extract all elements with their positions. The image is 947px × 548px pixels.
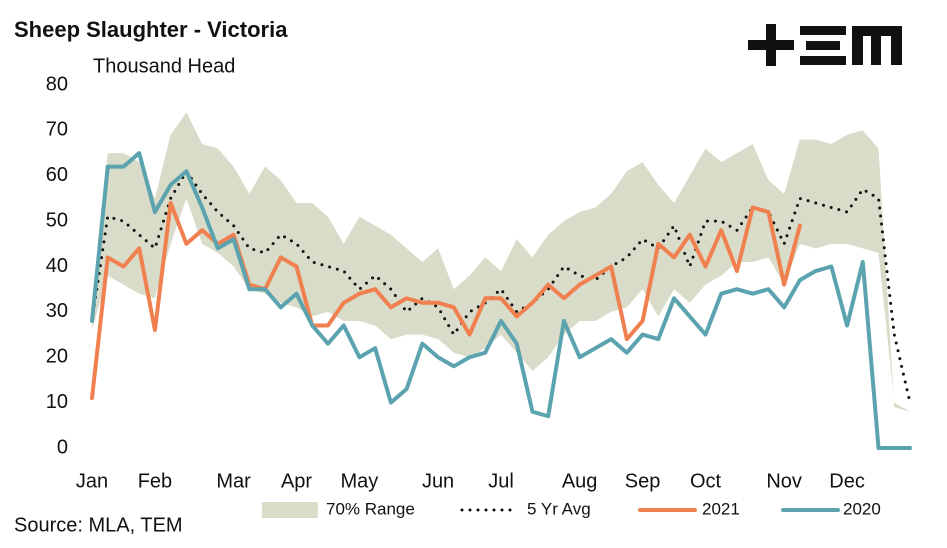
series-line xyxy=(90,169,912,405)
y-tick-label: 10 xyxy=(46,391,68,413)
x-tick-label: Jul xyxy=(488,470,514,492)
subtitle: Thousand Head xyxy=(93,55,235,77)
x-tick-label: Sep xyxy=(625,470,661,492)
x-tick-label: Jan xyxy=(76,470,108,492)
x-tick-label: Oct xyxy=(690,470,722,492)
y-tick-label: 40 xyxy=(46,255,68,277)
x-tick-label: Dec xyxy=(829,470,865,492)
legend-swatch xyxy=(262,502,318,518)
chart-title: Sheep Slaughter - Victoria xyxy=(14,17,288,42)
x-tick-label: Nov xyxy=(766,470,802,492)
x-tick-label: Apr xyxy=(281,470,312,492)
logo xyxy=(748,24,902,66)
y-tick-label: 0 xyxy=(57,436,68,458)
range-band xyxy=(92,112,910,412)
x-tick-label: Mar xyxy=(216,470,251,492)
x-tick-label: Feb xyxy=(138,470,172,492)
y-tick-label: 70 xyxy=(46,119,68,141)
x-tick-label: May xyxy=(341,470,379,492)
y-tick-label: 50 xyxy=(46,209,68,231)
x-tick-label: Aug xyxy=(562,470,598,492)
y-tick-label: 60 xyxy=(46,164,68,186)
y-tick-label: 30 xyxy=(46,300,68,322)
x-tick-label: Jun xyxy=(422,470,454,492)
legend-label: 2021 xyxy=(702,499,740,518)
legend-label: 70% Range xyxy=(326,499,415,518)
y-tick-label: 80 xyxy=(46,73,68,95)
y-tick-label: 20 xyxy=(46,346,68,368)
series-line xyxy=(90,151,912,450)
source: Source: MLA, TEM xyxy=(14,514,183,536)
series-line xyxy=(90,200,802,401)
legend-label: 2020 xyxy=(843,499,881,518)
legend-label: 5 Yr Avg xyxy=(527,499,591,518)
